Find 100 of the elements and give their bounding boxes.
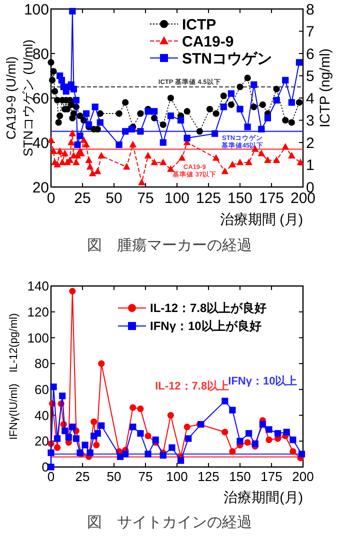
point (48, 464, 54, 470)
point (229, 448, 236, 455)
point (152, 436, 159, 444)
point (228, 90, 234, 97)
point (70, 110, 77, 117)
point (86, 121, 92, 128)
point (273, 86, 280, 92)
y-tick-label: 40 (34, 408, 49, 423)
point (78, 150, 85, 156)
point (266, 436, 272, 444)
point (288, 99, 295, 106)
point (144, 450, 152, 458)
point (76, 132, 84, 140)
point (72, 435, 80, 442)
point (177, 457, 184, 464)
legend-label: CA19-9 (182, 33, 234, 50)
point (220, 92, 227, 100)
point (69, 288, 76, 294)
point (137, 110, 144, 117)
point (130, 424, 136, 430)
point (246, 430, 252, 437)
point (72, 158, 80, 166)
point (160, 452, 166, 459)
point (98, 152, 106, 158)
y-tick-label: 80 (32, 46, 49, 63)
point (167, 412, 174, 419)
point (160, 158, 167, 166)
text: 図 腫瘍マーカーの経過 (87, 237, 252, 254)
point (212, 130, 218, 137)
point (229, 406, 236, 414)
point (150, 158, 158, 166)
point (137, 128, 144, 135)
point (288, 119, 295, 126)
x-tick-label: 50 (106, 190, 122, 207)
y-tick-label: 60 (32, 90, 49, 108)
point (122, 163, 130, 170)
point (86, 449, 94, 456)
point (129, 140, 137, 148)
point (236, 158, 244, 166)
point (130, 404, 136, 411)
legend-label: STNコウゲン (182, 50, 272, 68)
point (54, 444, 61, 451)
ref-line-label: IFNγ：10以上 (228, 374, 298, 388)
point (185, 435, 192, 442)
point (167, 165, 174, 172)
point (144, 152, 152, 158)
point (72, 96, 80, 104)
point (82, 442, 88, 448)
point (48, 76, 56, 84)
point (68, 101, 74, 108)
point (236, 106, 244, 112)
point (296, 99, 303, 106)
y2-tick-label: 4 (306, 90, 314, 108)
point (98, 422, 105, 429)
ref-line-label: IL-12：7.8以上 (155, 379, 230, 392)
point (298, 450, 306, 458)
point (137, 430, 144, 437)
point (258, 150, 266, 156)
point (69, 8, 76, 15)
point (222, 398, 228, 404)
y2-tick-label: 3 (306, 112, 314, 130)
point (69, 424, 76, 430)
point (92, 104, 98, 110)
point (244, 74, 251, 82)
point (177, 116, 184, 124)
point (96, 119, 104, 126)
point (274, 430, 282, 437)
point (236, 438, 244, 444)
point (74, 141, 81, 148)
point (122, 99, 129, 106)
point (206, 106, 214, 112)
point (86, 163, 94, 170)
x-tick-label: 100 (166, 469, 188, 484)
point (65, 434, 72, 441)
x-tick-label: 175 (260, 469, 282, 484)
point (160, 139, 166, 146)
point (160, 121, 166, 128)
point (296, 158, 304, 166)
point (167, 112, 174, 120)
x-axis-title: 治療期間(月) (224, 489, 303, 505)
point (184, 108, 190, 115)
x-tick-label: 175 (258, 190, 284, 207)
point (138, 178, 146, 186)
point (222, 428, 228, 436)
point (54, 435, 61, 442)
y2-tick-label: 6 (306, 46, 314, 63)
y2-tick-label: 2 (306, 134, 314, 152)
point (220, 104, 227, 110)
point (58, 76, 66, 84)
point (259, 101, 266, 108)
legend-label: IFNγ：10以上が良好 (150, 319, 262, 334)
point (144, 432, 152, 440)
point (82, 110, 90, 117)
point (116, 141, 122, 148)
y2-tick-label: 7 (306, 24, 314, 40)
y-tick-label: 40 (32, 134, 49, 152)
point (244, 439, 251, 446)
point (56, 112, 64, 120)
y2-tick-label: 8 (306, 1, 314, 18)
x-tick-label: 100 (164, 190, 190, 207)
